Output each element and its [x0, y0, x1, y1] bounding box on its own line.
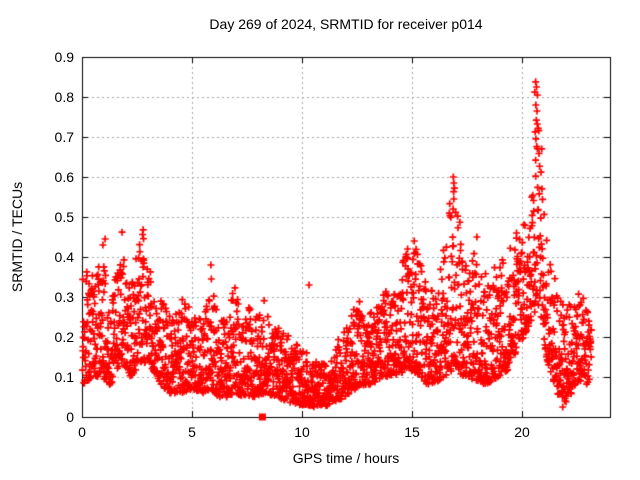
x-axis-label: GPS time / hours: [292, 450, 400, 466]
y-tick-label-0: 0: [66, 409, 74, 425]
y-tick-label-0.5: 0.5: [54, 209, 74, 225]
chart-title: Day 269 of 2024, SRMTID for receiver p01…: [209, 16, 483, 32]
y-tick-label-0.6: 0.6: [54, 169, 74, 185]
x-tick-label-5: 5: [188, 424, 196, 440]
x-tick-label-20: 20: [514, 424, 530, 440]
y-tick-label-0.4: 0.4: [54, 249, 74, 265]
y-tick-label-0.2: 0.2: [54, 329, 74, 345]
y-tick-label-0.7: 0.7: [54, 129, 74, 145]
y-tick-label-0.8: 0.8: [54, 89, 74, 105]
x-tick-label-15: 15: [404, 424, 420, 440]
y-tick-label-0.9: 0.9: [54, 49, 74, 65]
x-tick-label-0: 0: [78, 424, 86, 440]
y-tick-label-0.3: 0.3: [54, 289, 74, 305]
x-tick-label-10: 10: [294, 424, 310, 440]
y-tick-label-0.1: 0.1: [54, 369, 74, 385]
y-axis-label: SRMTID / TECUs: [9, 181, 25, 293]
